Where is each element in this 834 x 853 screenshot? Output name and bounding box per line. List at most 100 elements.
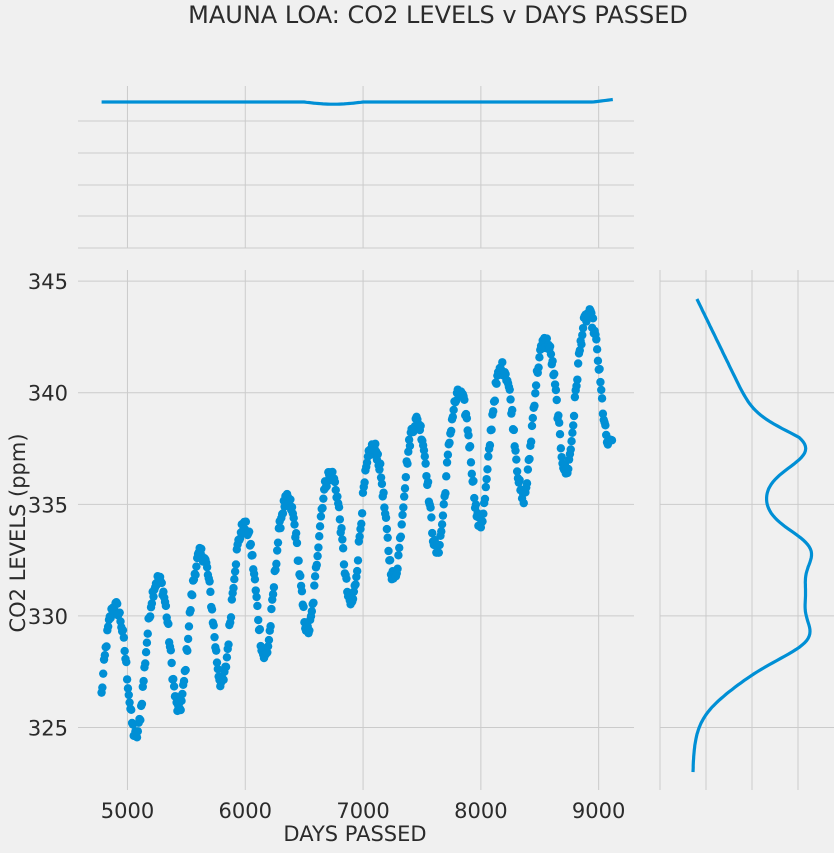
data-point xyxy=(511,446,520,455)
data-point xyxy=(100,650,110,660)
data-point xyxy=(224,640,233,649)
data-point xyxy=(399,492,409,501)
data-point xyxy=(506,395,515,404)
data-point xyxy=(310,581,319,590)
x-kde-curve xyxy=(101,97,613,106)
data-point xyxy=(426,503,435,512)
data-point xyxy=(222,653,232,662)
data-point xyxy=(351,580,360,589)
data-point xyxy=(577,340,586,349)
data-point xyxy=(398,510,407,520)
data-point xyxy=(206,587,215,597)
data-point xyxy=(188,591,197,600)
data-point xyxy=(141,648,151,657)
data-point xyxy=(177,696,186,706)
data-point xyxy=(169,674,178,684)
x-tick-label: 6000 xyxy=(219,799,272,823)
data-point xyxy=(244,527,254,536)
data-point xyxy=(421,459,430,468)
data-point xyxy=(531,389,540,398)
data-point xyxy=(385,555,395,565)
data-point xyxy=(423,477,433,487)
data-point xyxy=(595,364,604,374)
data-point xyxy=(143,629,152,638)
data-point xyxy=(312,560,321,570)
data-point xyxy=(227,595,237,604)
data-point xyxy=(286,495,295,504)
data-point xyxy=(310,572,320,581)
data-point xyxy=(471,500,481,509)
data-point xyxy=(512,467,522,476)
data-point xyxy=(384,546,393,556)
data-point xyxy=(569,421,578,430)
data-point xyxy=(528,413,538,423)
data-point xyxy=(221,662,231,672)
data-point xyxy=(442,472,451,481)
data-point xyxy=(596,377,605,387)
data-point xyxy=(157,578,166,588)
data-point xyxy=(548,356,557,366)
data-point xyxy=(102,642,111,651)
data-point xyxy=(597,385,606,395)
data-point xyxy=(393,564,402,573)
data-point xyxy=(572,381,581,391)
data-point xyxy=(373,450,382,459)
scatter-series xyxy=(97,305,617,742)
data-point xyxy=(272,559,281,569)
data-point xyxy=(184,622,194,631)
data-point xyxy=(357,509,367,518)
y-tick-label: 345 xyxy=(28,270,68,294)
data-point xyxy=(570,392,580,402)
data-point xyxy=(115,608,124,617)
data-point xyxy=(360,478,369,487)
data-point xyxy=(335,515,345,524)
data-point xyxy=(489,407,498,416)
data-point xyxy=(530,401,539,410)
data-point xyxy=(161,601,171,611)
data-point xyxy=(382,524,392,534)
data-point xyxy=(137,699,147,709)
data-point xyxy=(269,583,279,592)
data-point xyxy=(403,459,412,468)
data-point xyxy=(484,452,493,461)
data-point xyxy=(309,598,318,607)
data-point xyxy=(313,551,322,561)
data-point xyxy=(207,605,217,614)
data-point xyxy=(147,599,157,608)
data-point xyxy=(294,556,303,565)
data-point xyxy=(525,454,534,464)
data-point xyxy=(449,405,458,415)
data-point xyxy=(183,634,193,644)
data-point xyxy=(176,705,185,715)
data-point xyxy=(371,439,380,449)
data-point xyxy=(416,421,425,430)
data-point xyxy=(357,519,366,528)
data-point xyxy=(567,437,576,446)
data-point xyxy=(381,513,391,522)
data-point xyxy=(297,587,307,596)
data-point xyxy=(251,586,260,595)
data-point xyxy=(331,485,340,495)
data-point xyxy=(485,441,495,450)
data-point xyxy=(254,615,263,625)
data-point xyxy=(442,458,452,467)
data-point xyxy=(492,379,501,388)
data-point xyxy=(439,500,448,509)
data-point xyxy=(555,418,564,427)
data-point xyxy=(276,523,285,533)
data-point xyxy=(197,544,206,553)
data-point xyxy=(593,356,603,365)
data-point xyxy=(330,477,340,487)
data-point xyxy=(479,509,488,518)
data-point xyxy=(466,458,476,467)
data-point xyxy=(273,538,283,547)
data-point xyxy=(316,512,326,521)
data-point xyxy=(460,395,469,404)
data-point xyxy=(307,607,317,616)
data-point xyxy=(469,476,478,486)
data-point xyxy=(555,430,565,439)
data-point xyxy=(287,502,297,512)
data-point xyxy=(169,682,179,691)
data-point xyxy=(103,622,113,631)
